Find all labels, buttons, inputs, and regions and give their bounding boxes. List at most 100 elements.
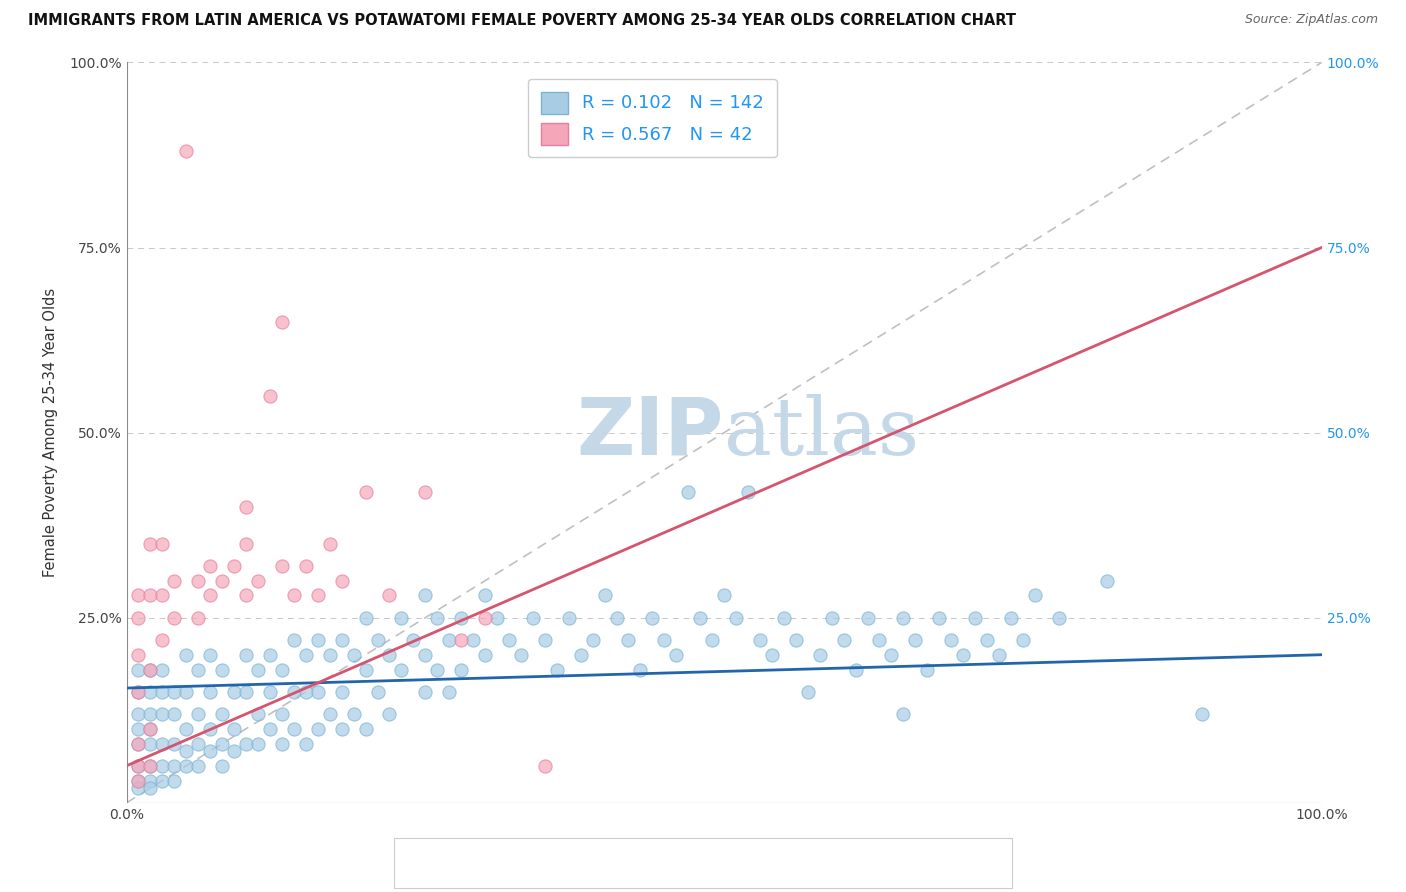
Point (174, 648, 197, 662)
Point (163, 574, 186, 588)
Point (200, 744, 222, 758)
Point (222, 744, 246, 758)
Point (150, 706, 174, 721)
Point (652, 632, 675, 647)
Point (928, 610, 950, 624)
Point (211, 758, 233, 772)
Point (200, 722, 222, 736)
Point (247, 706, 270, 721)
Point (891, 610, 914, 624)
Point (430, 858, 453, 872)
Point (283, 722, 305, 736)
Point (283, 632, 305, 647)
Y-axis label: Female Poverty Among 25-34 Year Olds: Female Poverty Among 25-34 Year Olds (44, 288, 58, 577)
Point (127, 737, 149, 751)
Point (127, 773, 149, 788)
Point (283, 589, 305, 603)
Point (247, 737, 270, 751)
Point (247, 663, 270, 677)
Point (426, 610, 449, 624)
Point (569, 648, 592, 662)
Point (235, 648, 257, 662)
Point (807, 858, 830, 872)
Point (318, 706, 342, 721)
Point (150, 737, 174, 751)
Point (450, 663, 472, 677)
Point (474, 610, 496, 624)
Point (318, 648, 342, 662)
Point (259, 648, 281, 662)
Point (533, 632, 555, 647)
Point (474, 589, 496, 603)
Point (1047, 610, 1070, 624)
Legend: R = 0.102   N = 142, R = 0.567   N = 42: R = 0.102 N = 142, R = 0.567 N = 42 (529, 78, 776, 157)
Point (1011, 632, 1033, 647)
Point (509, 648, 531, 662)
Point (163, 706, 186, 721)
Point (127, 780, 149, 795)
Point (163, 758, 186, 772)
Point (127, 737, 149, 751)
Point (139, 758, 162, 772)
Point (211, 574, 233, 588)
Point (963, 610, 986, 624)
Point (235, 737, 257, 751)
Point (461, 632, 484, 647)
Point (150, 632, 174, 647)
Point (127, 685, 149, 699)
Point (200, 685, 222, 699)
Point (413, 648, 436, 662)
Point (474, 648, 496, 662)
Point (808, 648, 831, 662)
Point (307, 722, 329, 736)
Point (127, 722, 149, 736)
Point (211, 706, 233, 721)
Point (952, 648, 974, 662)
Point (498, 632, 520, 647)
Point (139, 536, 162, 550)
Point (987, 648, 1010, 662)
Point (139, 722, 162, 736)
Point (174, 722, 197, 736)
Point (150, 685, 174, 699)
Point (904, 632, 927, 647)
Point (450, 610, 472, 624)
Point (976, 632, 998, 647)
Point (139, 737, 162, 751)
Point (628, 663, 651, 677)
Point (127, 685, 149, 699)
Point (200, 589, 222, 603)
Point (856, 610, 879, 624)
Point (270, 706, 294, 721)
Point (1024, 589, 1046, 603)
Point (270, 558, 294, 573)
Point (413, 685, 436, 699)
Point (605, 610, 627, 624)
Point (247, 574, 270, 588)
Point (366, 685, 388, 699)
Point (259, 388, 281, 402)
Point (391, 663, 413, 677)
Point (139, 758, 162, 772)
Point (211, 663, 233, 677)
Point (330, 685, 353, 699)
Text: ZIP: ZIP (576, 393, 724, 472)
Point (426, 663, 449, 677)
Point (127, 648, 149, 662)
Point (378, 589, 401, 603)
Point (187, 737, 209, 751)
Point (557, 610, 581, 624)
Point (283, 685, 305, 699)
Point (844, 663, 866, 677)
Point (402, 632, 425, 647)
Point (785, 632, 807, 647)
Point (187, 610, 209, 624)
Point (307, 589, 329, 603)
Point (939, 632, 962, 647)
Point (294, 558, 316, 573)
Point (139, 589, 162, 603)
Point (439, 632, 461, 647)
Point (439, 685, 461, 699)
Point (127, 773, 149, 788)
Point (1191, 706, 1213, 721)
